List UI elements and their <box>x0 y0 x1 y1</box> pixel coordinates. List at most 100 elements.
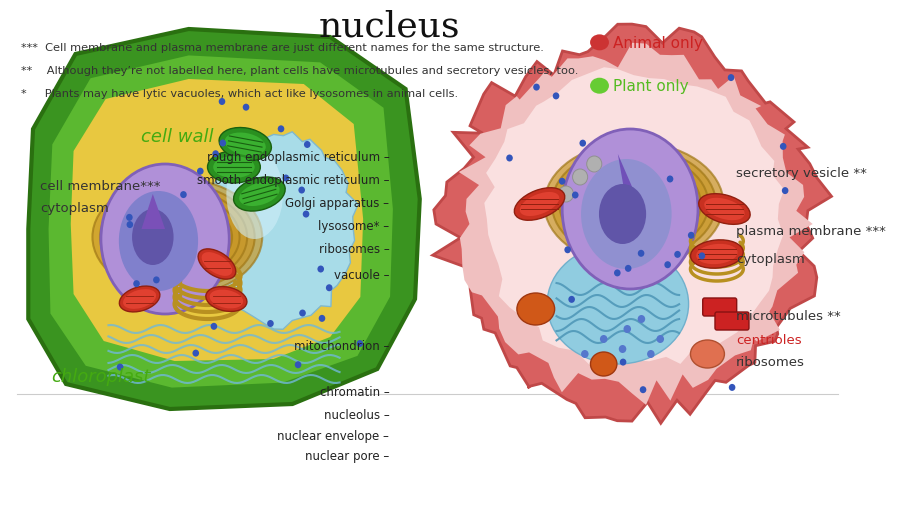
Ellipse shape <box>219 140 226 147</box>
Text: secretory vesicle **: secretory vesicle ** <box>736 166 866 180</box>
Ellipse shape <box>132 210 173 266</box>
Ellipse shape <box>727 75 735 82</box>
Text: cell membrane***: cell membrane*** <box>40 179 161 192</box>
Polygon shape <box>141 194 165 230</box>
Ellipse shape <box>698 194 750 225</box>
Ellipse shape <box>317 266 324 273</box>
Ellipse shape <box>243 104 249 111</box>
Ellipse shape <box>580 140 586 148</box>
Ellipse shape <box>582 169 686 240</box>
Ellipse shape <box>544 143 724 266</box>
Polygon shape <box>484 68 785 365</box>
Ellipse shape <box>234 178 285 212</box>
Ellipse shape <box>100 184 255 291</box>
Ellipse shape <box>625 265 631 272</box>
Ellipse shape <box>115 195 239 280</box>
Text: microtubules **: microtubules ** <box>736 309 841 322</box>
Text: plasma membrane ***: plasma membrane *** <box>736 224 885 237</box>
Ellipse shape <box>569 296 575 303</box>
Ellipse shape <box>225 133 266 156</box>
Text: mitochondrion –: mitochondrion – <box>294 340 389 353</box>
Text: ***  Cell membrane and plasma membrane are just different names for the same str: *** Cell membrane and plasma membrane ar… <box>22 43 544 53</box>
Ellipse shape <box>122 200 232 275</box>
Ellipse shape <box>590 352 617 376</box>
Ellipse shape <box>119 191 198 292</box>
Ellipse shape <box>299 310 306 317</box>
Ellipse shape <box>283 175 289 182</box>
Ellipse shape <box>639 386 647 393</box>
Ellipse shape <box>131 205 225 270</box>
Ellipse shape <box>729 384 736 391</box>
Ellipse shape <box>520 192 560 217</box>
Ellipse shape <box>688 232 695 239</box>
Ellipse shape <box>638 316 645 323</box>
Ellipse shape <box>120 287 160 313</box>
Ellipse shape <box>690 341 725 369</box>
Ellipse shape <box>212 151 219 158</box>
Text: chloroplast: chloroplast <box>52 367 151 386</box>
Ellipse shape <box>133 280 140 288</box>
Text: nucleus: nucleus <box>318 10 460 43</box>
Text: Animal only: Animal only <box>613 36 703 51</box>
Text: cytoplasm: cytoplasm <box>736 252 805 265</box>
Ellipse shape <box>318 315 326 322</box>
Ellipse shape <box>560 153 708 256</box>
Ellipse shape <box>356 341 363 347</box>
Ellipse shape <box>590 35 609 51</box>
Ellipse shape <box>227 150 283 240</box>
Ellipse shape <box>219 128 271 161</box>
Polygon shape <box>604 155 639 230</box>
Ellipse shape <box>667 176 673 183</box>
Text: cell wall: cell wall <box>141 127 214 146</box>
Ellipse shape <box>664 262 671 269</box>
Ellipse shape <box>647 350 655 358</box>
Ellipse shape <box>574 164 693 245</box>
Ellipse shape <box>93 179 262 296</box>
Ellipse shape <box>590 78 609 95</box>
Polygon shape <box>433 25 832 423</box>
Ellipse shape <box>198 249 236 279</box>
Ellipse shape <box>298 187 305 194</box>
Polygon shape <box>28 30 420 409</box>
Text: ribosomes: ribosomes <box>736 355 805 368</box>
Ellipse shape <box>600 335 608 344</box>
Ellipse shape <box>782 188 788 195</box>
Text: **    Although they’re not labelled here, plant cells have microtubules and secr: ** Although they’re not labelled here, p… <box>22 66 579 76</box>
Text: *     Plants may have lytic vacuoles, which act like lysosomes in animal cells.: * Plants may have lytic vacuoles, which … <box>22 89 459 99</box>
Ellipse shape <box>559 187 573 203</box>
Ellipse shape <box>619 345 627 353</box>
Ellipse shape <box>517 293 555 325</box>
Ellipse shape <box>697 244 737 265</box>
Ellipse shape <box>304 142 310 149</box>
Ellipse shape <box>780 144 786 151</box>
Ellipse shape <box>208 152 260 184</box>
Text: Golgi apparatus –: Golgi apparatus – <box>286 197 389 210</box>
Ellipse shape <box>108 189 247 286</box>
Ellipse shape <box>599 185 646 244</box>
Ellipse shape <box>514 188 565 221</box>
Ellipse shape <box>117 364 123 371</box>
Ellipse shape <box>295 361 301 369</box>
Polygon shape <box>459 44 813 405</box>
Ellipse shape <box>547 244 688 364</box>
Text: lysosome* –: lysosome* – <box>318 220 389 233</box>
Ellipse shape <box>567 158 701 250</box>
Ellipse shape <box>123 290 156 309</box>
Polygon shape <box>71 80 363 361</box>
Ellipse shape <box>572 192 579 199</box>
FancyBboxPatch shape <box>715 313 749 330</box>
Ellipse shape <box>201 252 232 276</box>
Ellipse shape <box>126 214 132 221</box>
Ellipse shape <box>213 157 255 179</box>
Polygon shape <box>47 55 395 389</box>
Ellipse shape <box>704 199 745 221</box>
Ellipse shape <box>268 320 274 327</box>
Ellipse shape <box>206 287 247 312</box>
Ellipse shape <box>303 211 309 218</box>
Ellipse shape <box>587 157 602 173</box>
Text: Plant only: Plant only <box>613 79 688 94</box>
Ellipse shape <box>657 335 664 344</box>
Text: nuclear envelope –: nuclear envelope – <box>278 429 389 442</box>
Ellipse shape <box>619 359 627 366</box>
Ellipse shape <box>674 251 681 259</box>
